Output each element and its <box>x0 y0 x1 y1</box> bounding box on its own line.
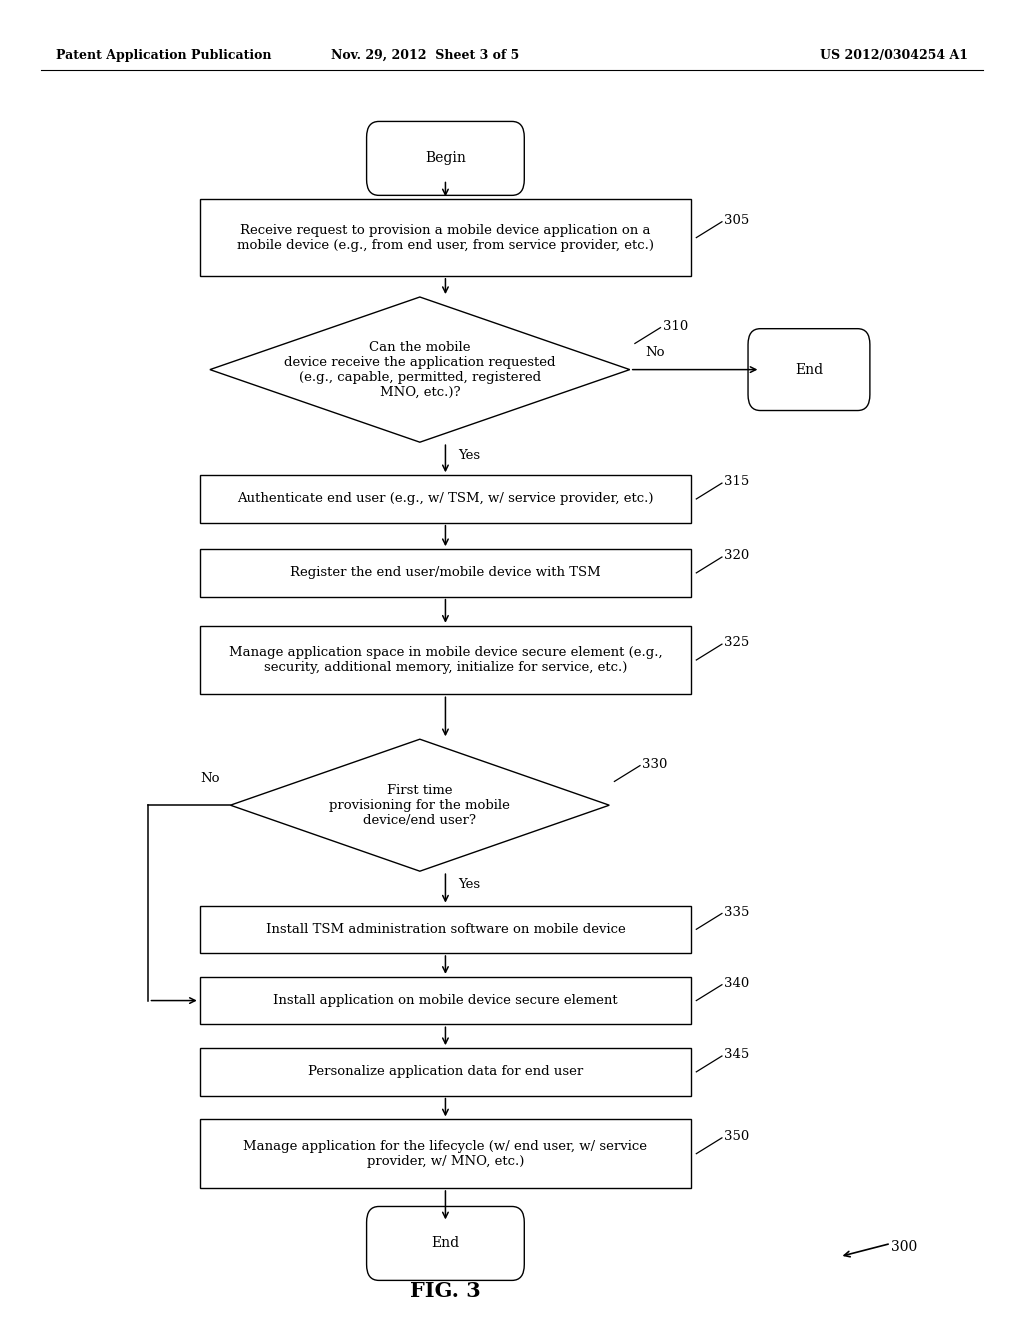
Text: No: No <box>201 772 220 785</box>
Text: US 2012/0304254 A1: US 2012/0304254 A1 <box>819 49 968 62</box>
Bar <box>200 475 691 523</box>
Text: Authenticate end user (e.g., w/ TSM, w/ service provider, etc.): Authenticate end user (e.g., w/ TSM, w/ … <box>238 492 653 506</box>
Text: 320: 320 <box>724 549 750 562</box>
Text: 325: 325 <box>724 636 750 649</box>
Text: Begin: Begin <box>425 152 466 165</box>
Bar <box>200 626 691 694</box>
Bar <box>200 199 691 276</box>
Bar <box>200 906 691 953</box>
Text: First time
provisioning for the mobile
device/end user?: First time provisioning for the mobile d… <box>330 784 510 826</box>
Text: 305: 305 <box>724 214 750 227</box>
Bar <box>200 1119 691 1188</box>
Text: Yes: Yes <box>458 878 480 891</box>
Text: Patent Application Publication: Patent Application Publication <box>56 49 271 62</box>
Text: Register the end user/mobile device with TSM: Register the end user/mobile device with… <box>290 566 601 579</box>
Text: FIG. 3: FIG. 3 <box>410 1280 481 1302</box>
Text: Manage application for the lifecycle (w/ end user, w/ service
provider, w/ MNO, : Manage application for the lifecycle (w/… <box>244 1139 647 1168</box>
Text: 315: 315 <box>724 475 750 488</box>
Text: Yes: Yes <box>458 449 480 462</box>
Text: End: End <box>795 363 823 376</box>
Text: Install application on mobile device secure element: Install application on mobile device sec… <box>273 994 617 1007</box>
Text: 335: 335 <box>724 906 750 919</box>
Text: 340: 340 <box>724 977 750 990</box>
Text: Install TSM administration software on mobile device: Install TSM administration software on m… <box>265 923 626 936</box>
Bar <box>200 977 691 1024</box>
Text: 300: 300 <box>891 1241 918 1254</box>
Text: Nov. 29, 2012  Sheet 3 of 5: Nov. 29, 2012 Sheet 3 of 5 <box>331 49 519 62</box>
Text: 330: 330 <box>642 758 668 771</box>
Text: 345: 345 <box>724 1048 750 1061</box>
Text: Can the mobile
device receive the application requested
(e.g., capable, permitte: Can the mobile device receive the applic… <box>284 341 556 399</box>
Text: 350: 350 <box>724 1130 750 1143</box>
FancyBboxPatch shape <box>748 329 870 411</box>
Text: End: End <box>431 1237 460 1250</box>
Text: 310: 310 <box>663 319 688 333</box>
Text: Personalize application data for end user: Personalize application data for end use… <box>308 1065 583 1078</box>
Text: Manage application space in mobile device secure element (e.g.,
security, additi: Manage application space in mobile devic… <box>228 645 663 675</box>
Bar <box>200 549 691 597</box>
FancyBboxPatch shape <box>367 1206 524 1280</box>
Bar <box>200 1048 691 1096</box>
Text: No: No <box>645 346 665 359</box>
FancyBboxPatch shape <box>367 121 524 195</box>
Polygon shape <box>230 739 609 871</box>
Text: Receive request to provision a mobile device application on a
mobile device (e.g: Receive request to provision a mobile de… <box>237 223 654 252</box>
Polygon shape <box>210 297 630 442</box>
